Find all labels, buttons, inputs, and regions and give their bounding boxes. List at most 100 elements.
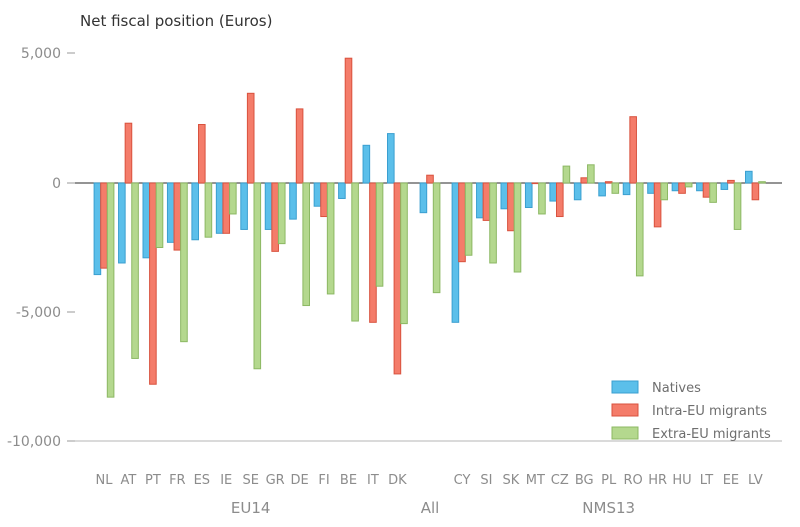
bar-EE-2 xyxy=(733,182,742,230)
x-tick-label: BE xyxy=(340,473,357,488)
bar-DE-0 xyxy=(289,182,297,220)
bar-NL-0 xyxy=(93,182,102,276)
bar-BG-0 xyxy=(573,182,582,201)
x-tick-label: AT xyxy=(121,473,137,488)
bar-LV-2 xyxy=(758,181,766,184)
bar-SK-1 xyxy=(507,182,515,232)
legend-swatch-1 xyxy=(611,403,639,417)
bar-HU-2 xyxy=(684,182,693,188)
x-tick-label: BG xyxy=(575,473,594,488)
group-label-nms13: NMS13 xyxy=(582,499,635,517)
bar-AT-1 xyxy=(124,122,133,184)
x-tick-label: PL xyxy=(601,473,617,488)
bar-HU-0 xyxy=(671,182,680,192)
bar-BE-2 xyxy=(351,182,359,322)
bar-RO-2 xyxy=(635,182,644,277)
bar-GR-0 xyxy=(264,182,273,230)
bar-FR-2 xyxy=(180,182,188,343)
bar-ES-1 xyxy=(198,124,206,184)
bar-FR-0 xyxy=(166,182,175,243)
x-tick-label: CZ xyxy=(551,473,569,488)
bar-EE-0 xyxy=(720,182,729,190)
bar-FR-1 xyxy=(173,182,182,251)
bar-SK-2 xyxy=(513,182,522,273)
bar-SI-2 xyxy=(489,182,497,264)
x-tick-label: SE xyxy=(242,473,258,488)
bar-DK-0 xyxy=(387,133,395,184)
x-tick-label: SI xyxy=(480,473,492,488)
bar-IT-1 xyxy=(369,182,377,323)
bar-MT-2 xyxy=(538,182,546,215)
bar-GR-2 xyxy=(277,182,286,245)
x-tick-label: PT xyxy=(145,473,161,488)
x-tick-label: HU xyxy=(672,473,691,488)
bar-CZ-2 xyxy=(562,165,571,184)
bar-BG-2 xyxy=(587,164,595,184)
legend-label-2: Extra-EU migrants xyxy=(652,427,771,442)
bar-IE-1 xyxy=(222,182,231,234)
bar-PT-0 xyxy=(142,182,151,259)
bar-NL-2 xyxy=(106,182,115,398)
bar-HR-1 xyxy=(653,182,662,228)
y-tick-label: 5,000 xyxy=(21,46,61,62)
bar-PT-1 xyxy=(149,182,157,385)
x-tick-label: MT xyxy=(526,473,545,488)
bar-FI-0 xyxy=(313,182,322,207)
bar-SI-0 xyxy=(476,182,484,219)
chart-title: Net fiscal position (Euros) xyxy=(80,12,273,30)
x-tick-label: IT xyxy=(367,473,379,488)
bar-RO-1 xyxy=(629,116,637,184)
bar-ES-0 xyxy=(191,182,199,241)
bar-AT-0 xyxy=(118,182,126,264)
bar-EE-1 xyxy=(727,179,735,184)
bar-BE-1 xyxy=(344,57,353,184)
legend-swatch-0 xyxy=(611,380,639,394)
bar-All-2 xyxy=(432,182,441,294)
bar-CY-0 xyxy=(451,182,460,323)
x-tick-label: CY xyxy=(454,473,471,488)
bar-LT-1 xyxy=(702,182,711,198)
bar-PT-2 xyxy=(155,182,164,248)
bar-RO-0 xyxy=(622,182,631,196)
bar-LV-0 xyxy=(745,170,753,184)
bar-HU-1 xyxy=(678,182,686,194)
bar-SK-0 xyxy=(500,182,509,210)
x-tick-label: ES xyxy=(194,473,210,488)
bar-CZ-0 xyxy=(549,182,558,202)
x-tick-label: FI xyxy=(318,473,329,488)
bar-IT-2 xyxy=(375,182,384,287)
bar-BE-0 xyxy=(338,182,346,199)
bar-IE-0 xyxy=(215,182,224,234)
bar-SE-2 xyxy=(253,182,262,370)
category-label-all: All xyxy=(421,499,440,517)
bar-AT-2 xyxy=(131,182,139,359)
bar-IT-0 xyxy=(362,144,371,184)
x-tick-label: NL xyxy=(96,473,114,488)
legend-label-1: Intra-EU migrants xyxy=(652,404,767,419)
bar-PL-1 xyxy=(604,181,613,184)
bar-All-1 xyxy=(426,174,434,184)
bar-GR-1 xyxy=(271,182,279,252)
bar-SE-1 xyxy=(246,92,255,184)
bar-CY-1 xyxy=(458,182,466,263)
bar-FI-2 xyxy=(326,182,335,295)
bar-All-0 xyxy=(419,182,428,214)
x-tick-label: GR xyxy=(266,473,285,488)
x-tick-label: SK xyxy=(503,473,520,488)
bar-PL-0 xyxy=(598,182,606,197)
bar-FI-1 xyxy=(320,182,328,218)
bar-HR-0 xyxy=(647,182,655,194)
bar-CZ-1 xyxy=(556,182,564,218)
y-tick-label: -5,000 xyxy=(16,305,61,321)
x-tick-label: LT xyxy=(700,473,713,488)
bar-DE-2 xyxy=(302,182,310,307)
bar-MT-0 xyxy=(524,182,533,209)
bar-CY-2 xyxy=(464,182,473,256)
y-tick-label: 0 xyxy=(52,176,61,192)
bar-NL-1 xyxy=(100,182,108,269)
bar-MT-1 xyxy=(531,182,540,185)
bar-SI-1 xyxy=(482,182,491,221)
x-tick-label: FR xyxy=(169,473,186,488)
bar-DK-1 xyxy=(393,182,402,375)
